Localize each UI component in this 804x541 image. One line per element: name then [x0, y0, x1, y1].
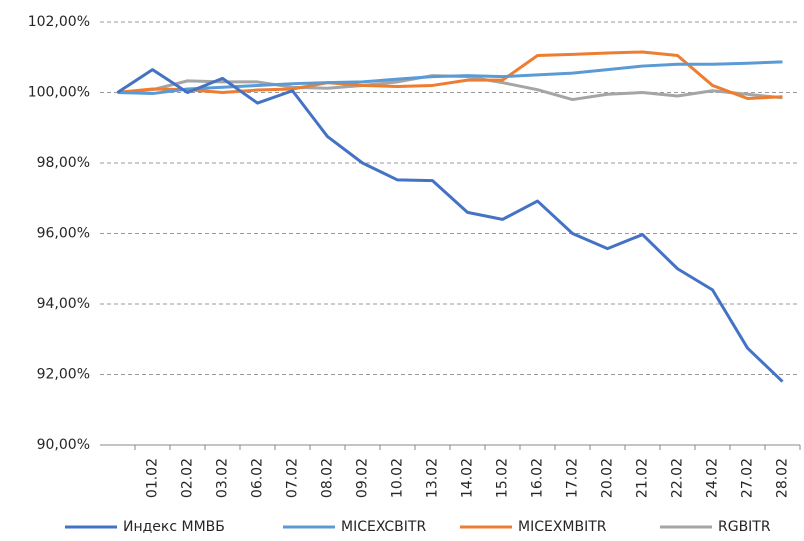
x-tick-label: 14.02 [460, 458, 476, 498]
series-line [117, 60, 783, 96]
x-tick-label: 21.02 [635, 458, 651, 498]
y-tick-label: 94,00% [37, 296, 90, 312]
x-tick-label: 20.02 [600, 458, 616, 498]
x-tick-label: 24.02 [705, 458, 721, 498]
x-tick-label: 27.02 [740, 458, 756, 498]
y-tick-label: 90,00% [37, 437, 90, 453]
x-tick-label: 15.02 [495, 458, 511, 498]
y-tick-label: 102,00% [28, 14, 90, 30]
legend-label: RGBITR [718, 519, 771, 535]
x-tick-label: 13.02 [425, 458, 441, 498]
y-tick-label: 98,00% [37, 155, 90, 171]
x-tick-label: 06.02 [250, 458, 266, 498]
x-tick-label: 03.02 [215, 458, 231, 498]
x-tick-label: 08.02 [320, 458, 336, 498]
x-tick-label: 02.02 [180, 458, 196, 498]
series-line [116, 68, 784, 383]
x-tick-label: 07.02 [285, 458, 301, 498]
legend-label: MICEXMBITR [518, 519, 607, 535]
x-tick-label: 09.02 [355, 458, 371, 498]
legend-label: MICEXCBITR [341, 519, 426, 535]
y-tick-label: 100,00% [28, 85, 90, 101]
x-tick-label: 16.02 [530, 458, 546, 498]
x-tick-label: 10.02 [390, 458, 406, 498]
x-tick-label: 28.02 [775, 458, 791, 498]
legend-label: Индекс ММВБ [123, 519, 225, 535]
y-tick-label: 96,00% [37, 226, 90, 242]
x-tick-label: 22.02 [670, 458, 686, 498]
y-tick-label: 92,00% [37, 367, 90, 383]
x-tick-label: 17.02 [565, 458, 581, 498]
series-line [117, 50, 783, 100]
x-tick-label: 01.02 [145, 458, 161, 498]
